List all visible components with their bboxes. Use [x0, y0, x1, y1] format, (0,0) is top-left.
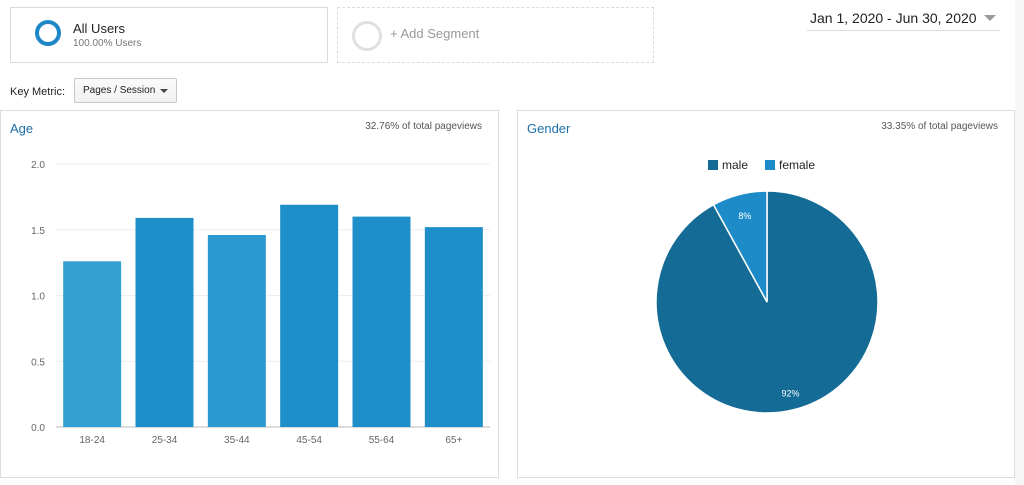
- key-metric-value: Pages / Session: [83, 85, 156, 96]
- legend-label: female: [779, 158, 815, 172]
- y-tick-label: 0.5: [31, 357, 45, 368]
- legend-label: male: [722, 158, 748, 172]
- bar: [352, 216, 411, 427]
- y-tick-label: 2.0: [31, 160, 45, 171]
- chevron-down-icon: [984, 15, 996, 21]
- gender-panel: Gender 33.35% of total pageviews male fem…: [517, 110, 1015, 478]
- empty-segment-ring-icon: [352, 21, 382, 51]
- pie-data-label: 8%: [738, 211, 751, 221]
- age-bar-chart: 0.0 0.5 1.0 1.5 2.0 18-24 25-34 35-44 45-54 55-64…: [31, 160, 490, 446]
- date-range-text: Jan 1, 2020 - Jun 30, 2020: [810, 10, 977, 26]
- x-tick-label: 18-24: [79, 435, 105, 446]
- y-tick-label: 1.0: [31, 292, 45, 303]
- legend-swatch: [765, 160, 775, 170]
- age-panel-title: Age: [10, 121, 34, 136]
- legend-swatch: [708, 160, 718, 170]
- age-pageviews-note: 32.76% of total pageviews: [365, 121, 482, 132]
- bar: [424, 227, 483, 427]
- x-tick-label: 65+: [445, 435, 462, 446]
- segment-name: All Users: [73, 21, 126, 36]
- gender-pageviews-note: 33.35% of total pageviews: [881, 121, 998, 132]
- bar: [135, 217, 194, 427]
- dropdown-arrow-icon: [160, 89, 168, 93]
- date-range-picker[interactable]: Jan 1, 2020 - Jun 30, 2020: [807, 8, 1000, 31]
- add-segment-label: + Add Segment: [390, 26, 480, 41]
- gender-panel-title: Gender: [527, 121, 571, 136]
- y-tick-label: 0.0: [31, 423, 45, 434]
- bar: [280, 204, 339, 427]
- segment-ring-icon: [35, 20, 61, 46]
- key-metric-select[interactable]: Pages / Session: [74, 78, 177, 103]
- y-tick-label: 1.5: [31, 226, 45, 237]
- page-scrollbar[interactable]: [1015, 0, 1024, 485]
- x-tick-label: 25-34: [152, 435, 178, 446]
- bar: [63, 261, 122, 427]
- segment-percentage: 100.00% Users: [73, 38, 142, 49]
- age-panel: Age 32.76% of total pageviews 0.0 0.5 1.0 1…: [0, 110, 499, 478]
- x-tick-label: 55-64: [369, 435, 395, 446]
- bar: [207, 235, 266, 427]
- x-tick-label: 35-44: [224, 435, 250, 446]
- x-tick-label: 45-54: [296, 435, 322, 446]
- add-segment-button[interactable]: + Add Segment: [337, 7, 654, 63]
- gender-pie-chart: male female 92% 8%: [655, 158, 879, 414]
- pie-slice: [712, 190, 768, 303]
- key-metric-label: Key Metric:: [10, 86, 66, 98]
- segment-all-users[interactable]: All Users 100.00% Users: [10, 7, 328, 63]
- pie-data-label: 92%: [781, 388, 799, 398]
